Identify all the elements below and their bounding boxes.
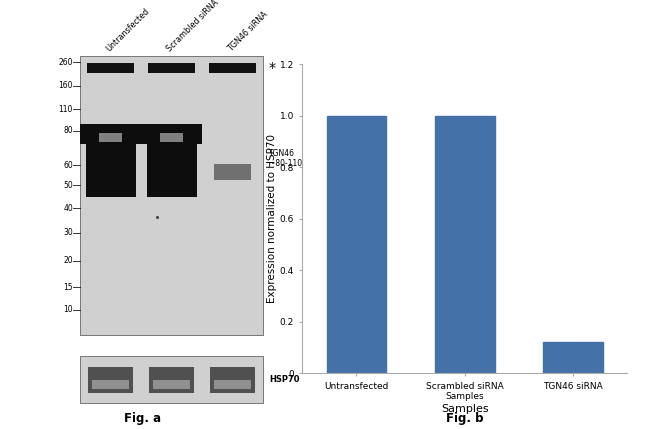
Bar [80, 56, 263, 335]
Text: Untransfected: Untransfected [104, 7, 151, 54]
Bar [543, 342, 603, 373]
Text: 60: 60 [63, 161, 73, 169]
Text: Fig. a: Fig. a [124, 412, 162, 425]
Bar [326, 116, 386, 373]
Bar [141, 124, 202, 144]
Text: 40: 40 [63, 204, 73, 212]
Bar [92, 380, 129, 389]
Text: TGN46 siRNA: TGN46 siRNA [226, 10, 270, 54]
Text: 20: 20 [63, 257, 73, 265]
Bar [147, 129, 196, 197]
Text: 260: 260 [58, 58, 73, 66]
Bar [209, 63, 256, 73]
Bar [149, 367, 194, 393]
Text: 80: 80 [63, 127, 73, 135]
Bar [88, 367, 133, 393]
Bar [99, 133, 122, 142]
Text: 50: 50 [63, 181, 73, 190]
Text: 110: 110 [58, 105, 73, 114]
Bar [435, 116, 495, 373]
Text: TGN46
~80-110 kDa: TGN46 ~80-110 kDa [269, 149, 319, 169]
Bar [214, 380, 251, 389]
Text: 30: 30 [63, 228, 73, 237]
Bar [148, 63, 196, 73]
Bar [86, 129, 136, 197]
Bar [80, 124, 141, 144]
Text: *: * [269, 61, 276, 75]
Bar [214, 164, 251, 180]
Text: 160: 160 [58, 82, 73, 90]
Bar [161, 133, 183, 142]
Bar [210, 367, 255, 393]
X-axis label: Samples: Samples [441, 404, 489, 414]
Text: Scrambled siRNA: Scrambled siRNA [165, 0, 220, 54]
Text: 15: 15 [63, 283, 73, 292]
Text: 10: 10 [63, 305, 73, 314]
Y-axis label: Expression normalized to HSP70: Expression normalized to HSP70 [266, 134, 277, 303]
Text: Fig. b: Fig. b [446, 412, 484, 425]
Text: HSP70: HSP70 [269, 375, 300, 384]
Bar [87, 63, 135, 73]
Bar [80, 356, 263, 403]
Bar [153, 380, 190, 389]
